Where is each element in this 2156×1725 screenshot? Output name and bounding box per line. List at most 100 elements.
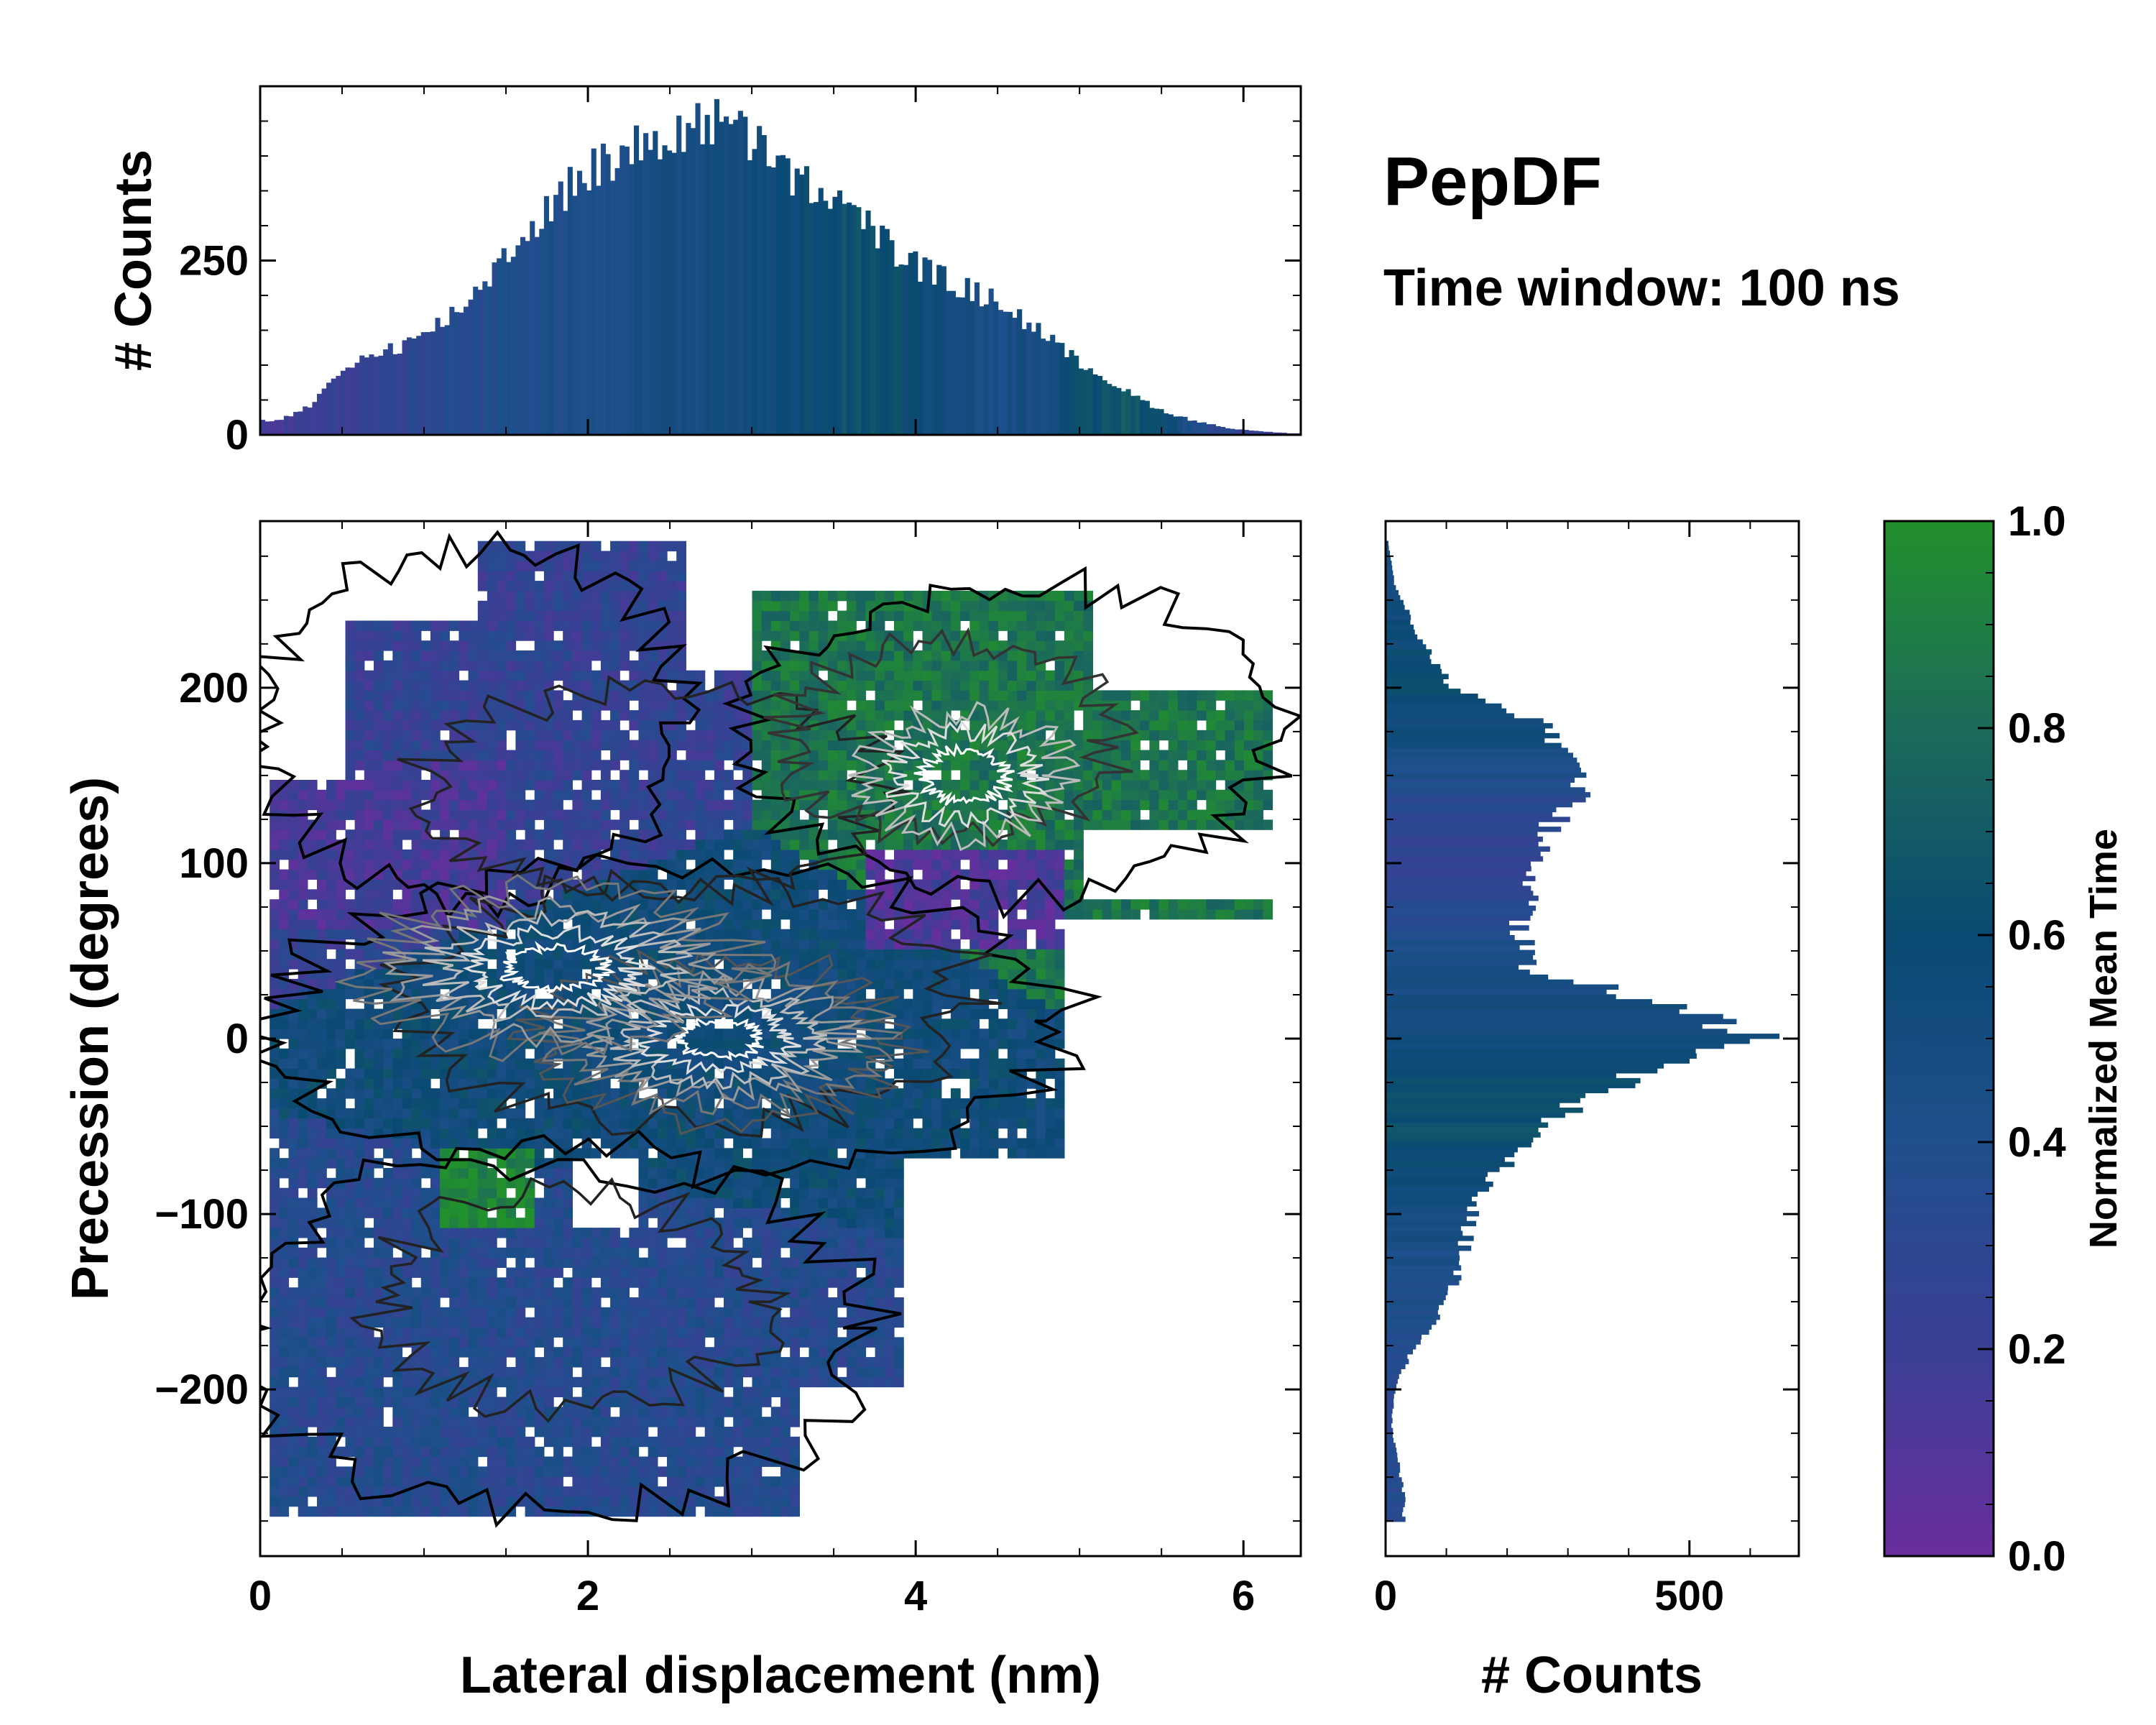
heatmap-cell xyxy=(336,1138,346,1149)
heatmap-cell xyxy=(790,1317,800,1328)
heatmap-cell xyxy=(563,1317,573,1328)
heatmap-cell xyxy=(288,1466,299,1477)
heatmap-cell xyxy=(440,1168,450,1179)
heatmap-cell xyxy=(420,1466,431,1477)
heatmap-cell xyxy=(752,750,763,760)
heatmap-cell xyxy=(761,600,772,612)
heatmap-cell xyxy=(610,789,620,801)
heatmap-cell xyxy=(733,1048,743,1059)
heatmap-cell xyxy=(742,1138,753,1149)
heatmap-cell xyxy=(383,1187,393,1199)
heatmap-cell xyxy=(449,1327,460,1338)
heatmap-cell xyxy=(411,1386,422,1397)
heatmap-cell xyxy=(468,1446,479,1458)
histogram-bar xyxy=(435,318,441,435)
heatmap-cell xyxy=(572,1357,583,1368)
heatmap-cell xyxy=(279,1357,290,1368)
heatmap-cell xyxy=(354,789,365,801)
heatmap-cell xyxy=(468,1427,479,1438)
heatmap-cell xyxy=(742,1427,753,1438)
heatmap-cell xyxy=(440,719,450,731)
heatmap-cell xyxy=(534,750,545,760)
heatmap-cell xyxy=(534,630,545,641)
heatmap-cell xyxy=(714,1287,724,1298)
heatmap-cell xyxy=(515,849,526,860)
heatmap-cell xyxy=(270,959,280,970)
heatmap-cell xyxy=(449,1317,460,1328)
heatmap-cell xyxy=(704,1039,715,1049)
histogram-bar xyxy=(577,170,583,435)
heatmap-cell xyxy=(383,1078,393,1089)
heatmap-cell xyxy=(780,1376,791,1388)
heatmap-cell xyxy=(506,1039,517,1049)
heatmap-cell xyxy=(610,849,620,860)
heatmap-cell xyxy=(563,780,573,791)
heatmap-cell xyxy=(553,640,563,651)
heatmap-cell xyxy=(591,1237,602,1248)
heatmap-cell xyxy=(336,899,346,910)
heatmap-cell xyxy=(477,740,488,750)
heatmap-cell xyxy=(534,1197,545,1208)
heatmap-cell xyxy=(298,1078,308,1089)
heatmap-cell xyxy=(515,1486,526,1497)
heatmap-cell xyxy=(534,780,545,791)
heatmap-cell xyxy=(497,1128,507,1138)
heatmap-cell xyxy=(279,1476,290,1487)
heatmap-cell xyxy=(581,829,592,840)
heatmap-cell xyxy=(477,1177,488,1189)
heatmap-cell xyxy=(497,1257,507,1268)
heatmap-cell xyxy=(383,760,393,770)
heatmap-cell xyxy=(392,730,403,741)
heatmap-cell xyxy=(695,799,706,811)
heatmap-cell xyxy=(695,1456,706,1467)
heatmap-cell xyxy=(317,1158,327,1169)
heatmap-cell xyxy=(402,1427,413,1438)
heatmap-cell xyxy=(591,819,602,830)
heatmap-cell xyxy=(724,1218,734,1228)
histogram-bar xyxy=(1135,395,1141,435)
heatmap-cell xyxy=(610,799,620,811)
heatmap-cell xyxy=(752,1148,763,1159)
heatmap-cell xyxy=(563,1496,573,1507)
heatmap-cell xyxy=(534,1138,545,1149)
heatmap-cell xyxy=(714,1267,724,1278)
heatmap-cell xyxy=(600,1257,611,1268)
heatmap-cell xyxy=(714,1397,724,1407)
heatmap-cell xyxy=(459,1446,469,1458)
heatmap-cell xyxy=(298,1039,308,1049)
heatmap-cell xyxy=(770,1118,781,1129)
heatmap-cell xyxy=(704,1427,715,1438)
heatmap-cell xyxy=(676,809,686,820)
heatmap-cell xyxy=(591,809,602,820)
heatmap-cell xyxy=(345,710,356,721)
heatmap-cell xyxy=(506,840,517,850)
heatmap-cell xyxy=(704,719,715,731)
heatmap-cell xyxy=(572,1417,583,1427)
heatmap-cell xyxy=(733,969,743,980)
heatmap-cell xyxy=(402,799,413,811)
heatmap-cell xyxy=(477,750,488,760)
heatmap-cell xyxy=(534,1466,545,1477)
heatmap-cell xyxy=(591,650,602,661)
heatmap-cell xyxy=(430,1506,441,1517)
heatmap-cell xyxy=(742,1466,753,1477)
heatmap-cell xyxy=(411,740,422,750)
heatmap-cell xyxy=(638,600,649,612)
heatmap-cell xyxy=(487,551,497,561)
heatmap-cell xyxy=(374,859,384,870)
heatmap-cell xyxy=(354,889,365,900)
heatmap-cell xyxy=(790,978,800,990)
heatmap-cell xyxy=(487,969,497,980)
heatmap-cell xyxy=(534,969,545,980)
heatmap-cell xyxy=(600,1397,611,1407)
heatmap-cell xyxy=(667,879,677,890)
heatmap-cell xyxy=(543,1208,554,1218)
heatmap-cell xyxy=(307,780,318,791)
heatmap-cell xyxy=(761,1187,772,1199)
heatmap-cell xyxy=(563,660,573,671)
histogram-bar xyxy=(979,306,985,435)
heatmap-cell xyxy=(676,710,686,721)
heatmap-cell xyxy=(657,1088,668,1099)
heatmap-cell xyxy=(572,1337,583,1348)
heatmap-cell xyxy=(724,809,734,820)
